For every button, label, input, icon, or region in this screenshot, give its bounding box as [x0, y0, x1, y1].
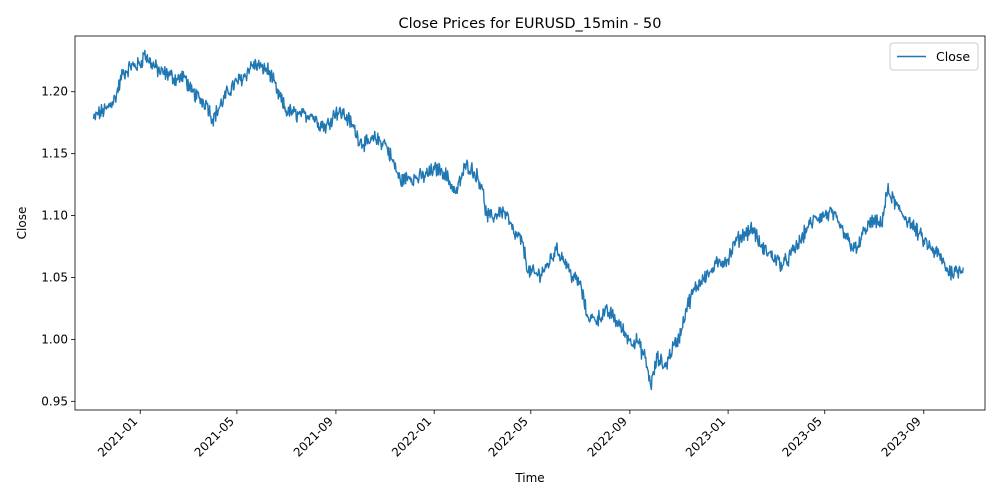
- legend-label-close: Close: [936, 49, 970, 64]
- series-layer: [92, 49, 964, 391]
- legend: Close: [889, 42, 979, 71]
- y-axis-title: Close: [15, 207, 29, 240]
- y-tick-label-1.20: 1.20: [41, 85, 68, 99]
- y-tick-label-0.95: 0.95: [41, 394, 68, 408]
- legend-box: [889, 42, 979, 71]
- plot-frame: [74, 35, 986, 411]
- y-axis: 0.95 1.00 1.05 1.10 1.15 1.20: [41, 85, 75, 408]
- y-tick-label-1.05: 1.05: [41, 270, 68, 284]
- y-tick-label-1.15: 1.15: [41, 147, 68, 161]
- y-tick-label-1.10: 1.10: [41, 209, 68, 223]
- y-tick-label-1.00: 1.00: [41, 332, 68, 346]
- plot-area: [74, 35, 986, 411]
- chart-title: Close Prices for EURUSD_15min - 50: [399, 16, 662, 32]
- series-line-close: [92, 49, 964, 391]
- x-axis-title: Time: [514, 471, 544, 485]
- plot-background: [75, 36, 985, 410]
